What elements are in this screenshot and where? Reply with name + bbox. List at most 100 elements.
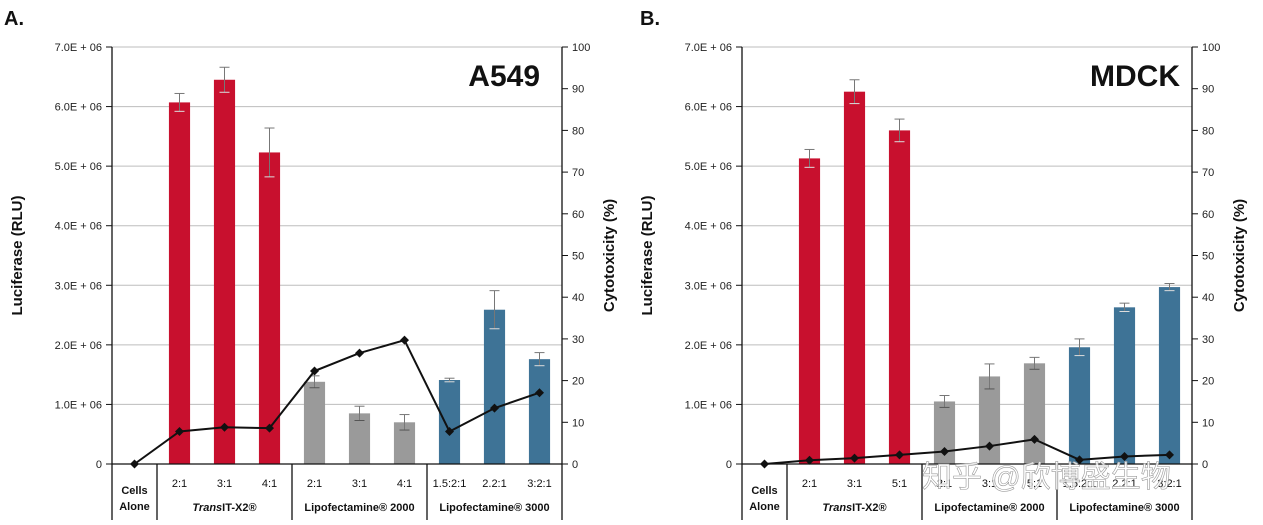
y-tick-label: 2.0E + 06	[55, 340, 102, 352]
cytotoxicity-point	[355, 348, 364, 358]
group-label-italic: Trans	[822, 502, 852, 514]
group-label: Alone	[749, 501, 780, 513]
y2-tick-label: 20	[572, 376, 584, 388]
y2-tick-label: 80	[572, 125, 584, 137]
group-label-rest: IT-X2®	[222, 502, 256, 514]
cytotoxicity-point	[310, 366, 319, 376]
y2-tick-label: 20	[1202, 376, 1214, 388]
cytotoxicity-point	[1120, 451, 1129, 461]
bar	[1023, 363, 1046, 464]
y-tick-label: 5.0E + 06	[55, 161, 102, 173]
y2-tick-label: 50	[1202, 251, 1214, 263]
group-label: Lipofectamine® 2000	[304, 502, 414, 514]
y2-tick-label: 40	[1202, 292, 1214, 304]
cytotoxicity-point	[400, 335, 409, 345]
group-label: Lipofectamine® 3000	[1069, 502, 1179, 514]
chart-panel-mdck: B. 0 1.0E + 06 2.0E + 06 3.0E + 06 4.0E + 06 5…	[639, 8, 1248, 520]
bar	[528, 359, 551, 464]
category-label: 3:1	[982, 478, 997, 490]
y-tick-label: 5.0E + 06	[685, 161, 732, 173]
bar	[1113, 307, 1136, 464]
cytotoxicity-point	[490, 403, 499, 413]
y2-tick-label: 0	[1202, 459, 1208, 471]
y2-tick-label: 50	[572, 251, 584, 263]
cytotoxicity-point	[1075, 455, 1084, 465]
bar	[393, 422, 416, 464]
bar	[348, 413, 371, 464]
group-label-rest: IT-X2®	[852, 502, 886, 514]
cytotoxicity-point	[1030, 434, 1039, 444]
bar	[888, 130, 911, 464]
cytotoxicity-point	[985, 441, 994, 451]
y2-tick-label: 40	[572, 292, 584, 304]
y2-tick-label: 90	[1202, 84, 1214, 96]
category-label: 2.2:1	[1112, 478, 1136, 490]
cytotoxicity-line	[133, 338, 540, 465]
cytotoxicity-point	[445, 426, 454, 436]
y2-tick-label: 80	[1202, 125, 1214, 137]
group-label: Alone	[119, 501, 150, 513]
cytotoxicity-point	[220, 422, 229, 432]
y2-tick-label: 10	[1202, 417, 1214, 429]
panel-letter: A.	[4, 8, 24, 30]
y2-tick-label: 100	[572, 42, 590, 54]
y-tick-label: 2.0E + 06	[685, 340, 732, 352]
bar	[168, 102, 191, 464]
y-tick-label: 4.0E + 06	[685, 221, 732, 233]
bar	[1158, 287, 1181, 464]
y2-tick-label: 70	[1202, 167, 1214, 179]
bar	[798, 158, 821, 465]
category-label: 2:1	[307, 478, 322, 490]
category-label: 1.5:2:1	[1063, 478, 1097, 490]
cytotoxicity-point	[535, 388, 544, 398]
cytotoxicity-point	[1165, 450, 1174, 460]
category-label: 3:1	[217, 478, 232, 490]
bar	[978, 376, 1001, 464]
y2-tick-label: 60	[572, 209, 584, 221]
y-tick-label: 1.0E + 06	[55, 399, 102, 411]
y2-tick-label: 70	[572, 167, 584, 179]
y-tick-label: 3.0E + 06	[685, 280, 732, 292]
y2-tick-label: 100	[1202, 42, 1220, 54]
y2-axis-title: Cytotoxicity (%)	[601, 199, 618, 312]
bar	[303, 381, 326, 464]
category-label: 2:1	[172, 478, 187, 490]
group-label: Lipofectamine® 2000	[934, 502, 1044, 514]
bar	[933, 401, 956, 464]
group-label: Lipofectamine® 3000	[439, 502, 549, 514]
bar	[258, 152, 281, 465]
cytotoxicity-point	[940, 446, 949, 456]
cytotoxicity-line	[764, 438, 1170, 465]
y-tick-label: 6.0E + 06	[55, 102, 102, 114]
bar	[438, 380, 461, 464]
cytotoxicity-point	[805, 455, 814, 465]
group-label: Cells	[751, 485, 777, 497]
y-tick-label: 6.0E + 06	[685, 102, 732, 114]
category-label: 3:2:1	[527, 478, 551, 490]
cytotoxicity-point	[175, 426, 184, 436]
y-tick-label: 7.0E + 06	[685, 42, 732, 54]
y2-tick-label: 60	[1202, 209, 1214, 221]
chart-title: MDCK	[1090, 60, 1180, 93]
y-tick-label: 0	[726, 459, 732, 471]
group-label: Cells	[121, 485, 147, 497]
bar	[213, 79, 236, 464]
chart-panel-a549: A. 0 1.0E + 06 2.0E + 06 3.0E + 06 4.0E + 06 5…	[4, 8, 618, 520]
y-tick-label: 7.0E + 06	[55, 42, 102, 54]
group-label-italic: Trans	[192, 502, 222, 514]
bar	[483, 309, 506, 464]
y2-tick-label: 10	[572, 417, 584, 429]
y-tick-label: 0	[96, 459, 102, 471]
category-label: 5:1	[1027, 478, 1042, 490]
y-tick-label: 3.0E + 06	[55, 280, 102, 292]
category-label: 4:1	[397, 478, 412, 490]
y-axis-title: Luciferase (RLU)	[639, 195, 656, 315]
y2-tick-label: 30	[1202, 334, 1214, 346]
y2-axis-title: Cytotoxicity (%)	[1231, 199, 1248, 312]
group-label: TransIT-X2®	[192, 502, 256, 514]
panel-letter: B.	[640, 8, 660, 30]
cytotoxicity-point	[850, 453, 859, 463]
cytotoxicity-point	[895, 450, 904, 460]
y2-tick-label: 90	[572, 84, 584, 96]
